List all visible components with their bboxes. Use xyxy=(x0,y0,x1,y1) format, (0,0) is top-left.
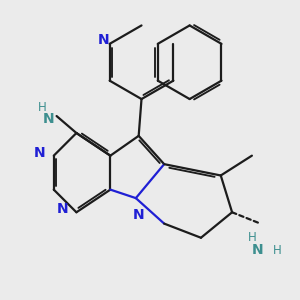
Text: N: N xyxy=(42,112,54,126)
Text: N: N xyxy=(34,146,45,160)
Text: H: H xyxy=(38,101,47,114)
Text: N: N xyxy=(133,208,145,222)
Text: H: H xyxy=(273,244,282,257)
Text: N: N xyxy=(252,244,263,257)
Text: N: N xyxy=(56,202,68,216)
Text: H: H xyxy=(248,231,256,244)
Text: N: N xyxy=(98,33,110,46)
